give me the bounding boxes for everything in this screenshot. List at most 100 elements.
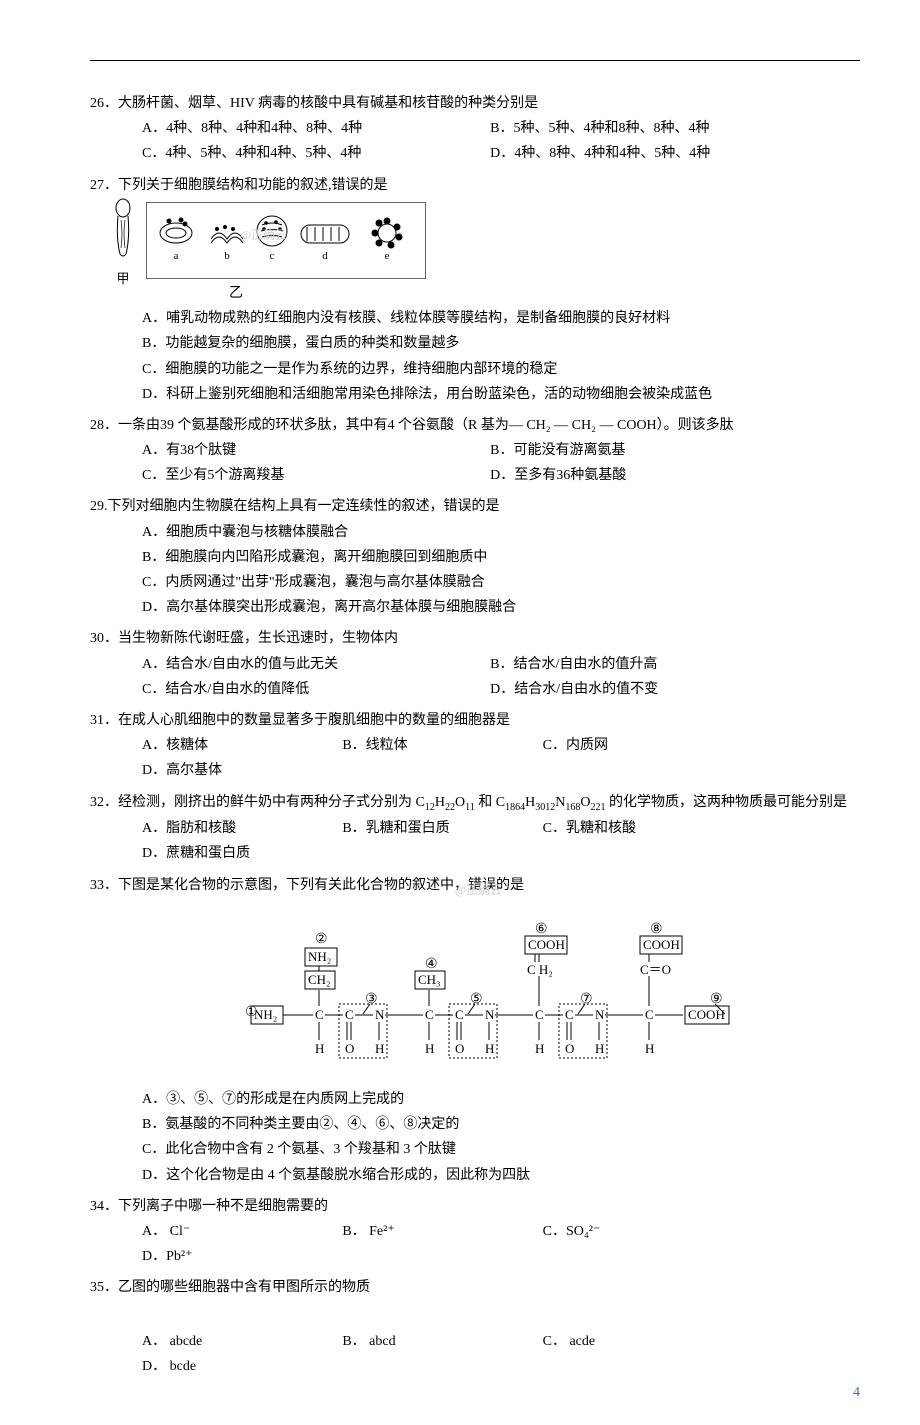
svg-text:H: H bbox=[375, 1041, 384, 1056]
q33-diagram: ① ② ③ ④ ⑤ ⑥ ⑦ ⑧ ⑨ NH₂ NH₂ CH₂ CH₃ COOH bbox=[90, 908, 860, 1077]
q30-opt-c: C．结合水/自由水的值降低 bbox=[142, 677, 487, 702]
q31-opt-d: D．高尔基体 bbox=[142, 758, 300, 783]
q29-opt-c: C．内质网通过"出芽"形成囊泡，囊泡与高尔基体膜融合 bbox=[142, 570, 860, 595]
svg-text:NH₂: NH₂ bbox=[254, 1007, 277, 1022]
svg-text:②: ② bbox=[315, 932, 328, 947]
q31-text: 在成人心肌细胞中的数量显著多于腹肌细胞中的数量的细胞器是 bbox=[118, 713, 510, 728]
q31-opt-c: C．内质网 bbox=[543, 733, 715, 758]
svg-text:H: H bbox=[595, 1041, 604, 1056]
q30-opt-a: A．结合水/自由水的值与此无关 bbox=[142, 652, 487, 677]
svg-text:C＝O: C＝O bbox=[640, 962, 671, 977]
q32-opt-b: B．乳糖和蛋白质 bbox=[342, 816, 514, 841]
q26-opt-a: A．4种、8种、4种和4种、8种、4种 bbox=[142, 116, 487, 141]
q35-num: 35． bbox=[90, 1280, 118, 1295]
q27-opt-d: D．科研上鉴别死细胞和活细胞常用染色排除法，用台盼蓝染色，活的动物细胞会被染成蓝… bbox=[142, 382, 860, 407]
q30-opt-b: B．结合水/自由水的值升高 bbox=[490, 652, 835, 677]
svg-text:c: c bbox=[270, 250, 275, 262]
svg-text:⑧: ⑧ bbox=[650, 922, 663, 937]
q32-f2-n: 168 bbox=[565, 801, 580, 812]
svg-text:H: H bbox=[645, 1041, 654, 1056]
q27-num: 27． bbox=[90, 178, 118, 193]
q34-opt-a: A． Cl⁻ bbox=[142, 1219, 314, 1244]
q26-opt-c: C．4种、5种、4种和4种、5种、4种 bbox=[142, 141, 487, 166]
svg-text:O: O bbox=[345, 1041, 354, 1056]
svg-text:O: O bbox=[565, 1041, 574, 1056]
q26-text: 大肠杆菌、烟草、HIV 病毒的核酸中具有碱基和核苷酸的种类分别是 bbox=[118, 96, 538, 111]
svg-text:d: d bbox=[322, 250, 328, 262]
svg-text:CH₂: CH₂ bbox=[308, 972, 331, 987]
svg-text:⑤: ⑤ bbox=[470, 992, 483, 1007]
q34-opt-c: C．SO₄²⁻ bbox=[543, 1219, 715, 1244]
question-26: 26．大肠杆菌、烟草、HIV 病毒的核酸中具有碱基和核苷酸的种类分别是 A．4种… bbox=[90, 91, 860, 167]
svg-text:C: C bbox=[345, 1007, 354, 1022]
q32-opt-d: D．蔗糖和蛋白质 bbox=[142, 841, 300, 866]
q32-num: 32． bbox=[90, 795, 118, 810]
q32-text-mid: 和 C bbox=[475, 795, 505, 810]
q35-opt-a: A． abcde bbox=[142, 1329, 314, 1354]
question-27: 27．下列关于细胞膜结构和功能的叙述,错误的是 甲 bbox=[90, 173, 860, 407]
question-31: 31．在成人心肌细胞中的数量显著多于腹肌细胞中的数量的细胞器是 A．核糖体 B．… bbox=[90, 708, 860, 784]
question-33: 33．下图是某化合物的示意图，下列有关此化合物的叙述中，错误的是 ① ② ③ ④… bbox=[90, 873, 860, 1188]
svg-text:C: C bbox=[565, 1007, 574, 1022]
q32-text-after: 的化学物质，这两种物质最可能分别是 bbox=[605, 795, 847, 810]
q31-opt-b: B．线粒体 bbox=[342, 733, 514, 758]
svg-text:H: H bbox=[425, 1041, 434, 1056]
svg-text:COOH: COOH bbox=[528, 937, 565, 952]
q27-left-icon bbox=[110, 198, 136, 258]
q27-opt-a: A．哺乳动物成熟的红细胞内没有核膜、线粒体膜等膜结构，是制备细胞膜的良好材料 bbox=[142, 306, 860, 331]
svg-text:NH₂: NH₂ bbox=[308, 949, 331, 964]
q35-text: 乙图的哪些细胞器中含有甲图所示的物质 bbox=[118, 1280, 370, 1295]
q30-opt-d: D．结合水/自由水的值不变 bbox=[490, 677, 835, 702]
svg-text:N: N bbox=[595, 1007, 605, 1022]
svg-text:COOH: COOH bbox=[688, 1007, 725, 1022]
q32-opt-a: A．脂肪和核酸 bbox=[142, 816, 314, 841]
q31-num: 31． bbox=[90, 713, 118, 728]
svg-text:C: C bbox=[535, 1007, 544, 1022]
q33-opt-c: C．此化合物中含有 2 个氨基、3 个羧基和 3 个肽键 bbox=[142, 1137, 860, 1162]
svg-text:C: C bbox=[455, 1007, 464, 1022]
question-32: 32．经检测，刚挤出的鲜牛奶中有两种分子式分别为 C12H22O11 和 C18… bbox=[90, 790, 860, 867]
svg-text:H: H bbox=[485, 1041, 494, 1056]
q32-f2-o: 221 bbox=[590, 801, 605, 812]
q35-opt-b: B． abcd bbox=[342, 1329, 514, 1354]
q28-opt-c: C．至少有5个游离羧基 bbox=[142, 463, 487, 488]
q27-diagram-box: a b bbox=[146, 202, 426, 279]
q30-text: 当生物新陈代谢旺盛，生长迅速时，生物体内 bbox=[118, 631, 398, 646]
svg-text:a: a bbox=[174, 250, 179, 262]
q29-opt-d: D．高尔基体膜突出形成囊泡，离开高尔基体膜与细胞膜融合 bbox=[142, 595, 860, 620]
q32-f1-c: 12 bbox=[425, 801, 435, 812]
q32-opt-c: C．乳糖和核酸 bbox=[543, 816, 715, 841]
svg-text:C: C bbox=[645, 1007, 654, 1022]
q28-opt-b: B．可能没有游离氨基 bbox=[490, 438, 835, 463]
q32-text-before: 经检测，刚挤出的鲜牛奶中有两种分子式分别为 C bbox=[118, 795, 425, 810]
q34-opt-d: D．Pb²⁺ bbox=[142, 1244, 300, 1269]
q32-f2-c: 1864 bbox=[505, 801, 525, 812]
svg-text:④: ④ bbox=[425, 957, 438, 972]
q35-opt-c: C． acde bbox=[543, 1329, 715, 1354]
svg-text:C: C bbox=[425, 1007, 434, 1022]
q28-text: 一条由39 个氨基酸形成的环状多肽，其中有4 个谷氨酸（R 基为— CH₂ — … bbox=[118, 418, 734, 433]
svg-text:C: C bbox=[315, 1007, 324, 1022]
q28-num: 28． bbox=[90, 418, 118, 433]
q26-opt-b: B．5种、5种、4种和8种、8种、4种 bbox=[490, 116, 835, 141]
q34-text: 下列离子中哪一种不是细胞需要的 bbox=[118, 1199, 328, 1214]
svg-text:CH₃: CH₃ bbox=[418, 972, 441, 987]
q32-f1-o: 11 bbox=[465, 801, 475, 812]
question-30: 30．当生物新陈代谢旺盛，生长迅速时，生物体内 A．结合水/自由水的值与此无关 … bbox=[90, 626, 860, 702]
q33-num: 33． bbox=[90, 878, 118, 893]
q27-label-left: 甲 bbox=[110, 267, 136, 290]
svg-text:③: ③ bbox=[365, 992, 378, 1007]
q27-text: 下列关于细胞膜结构和功能的叙述,错误的是 bbox=[118, 178, 388, 193]
q32-f2-h: 3012 bbox=[535, 801, 555, 812]
q33-opt-a: A．③、⑤、⑦的形成是在内质网上完成的 bbox=[142, 1087, 860, 1112]
svg-text:N: N bbox=[375, 1007, 385, 1022]
question-35: 35．乙图的哪些细胞器中含有甲图所示的物质 A． abcde B． abcd C… bbox=[90, 1275, 860, 1379]
question-28: 28．一条由39 个氨基酸形成的环状多肽，其中有4 个谷氨酸（R 基为— CH₂… bbox=[90, 413, 860, 489]
q34-num: 34． bbox=[90, 1199, 118, 1214]
q28-opt-a: A．有38个肽键 bbox=[142, 438, 487, 463]
question-29: 29.下列对细胞内生物膜在结构上具有一定连续性的叙述，错误的是 A．细胞质中囊泡… bbox=[90, 494, 860, 620]
svg-text:H: H bbox=[315, 1041, 324, 1056]
q29-opt-a: A．细胞质中囊泡与核糖体膜融合 bbox=[142, 520, 860, 545]
q29-num: 29. bbox=[90, 499, 108, 514]
svg-text:⑦: ⑦ bbox=[580, 992, 593, 1007]
